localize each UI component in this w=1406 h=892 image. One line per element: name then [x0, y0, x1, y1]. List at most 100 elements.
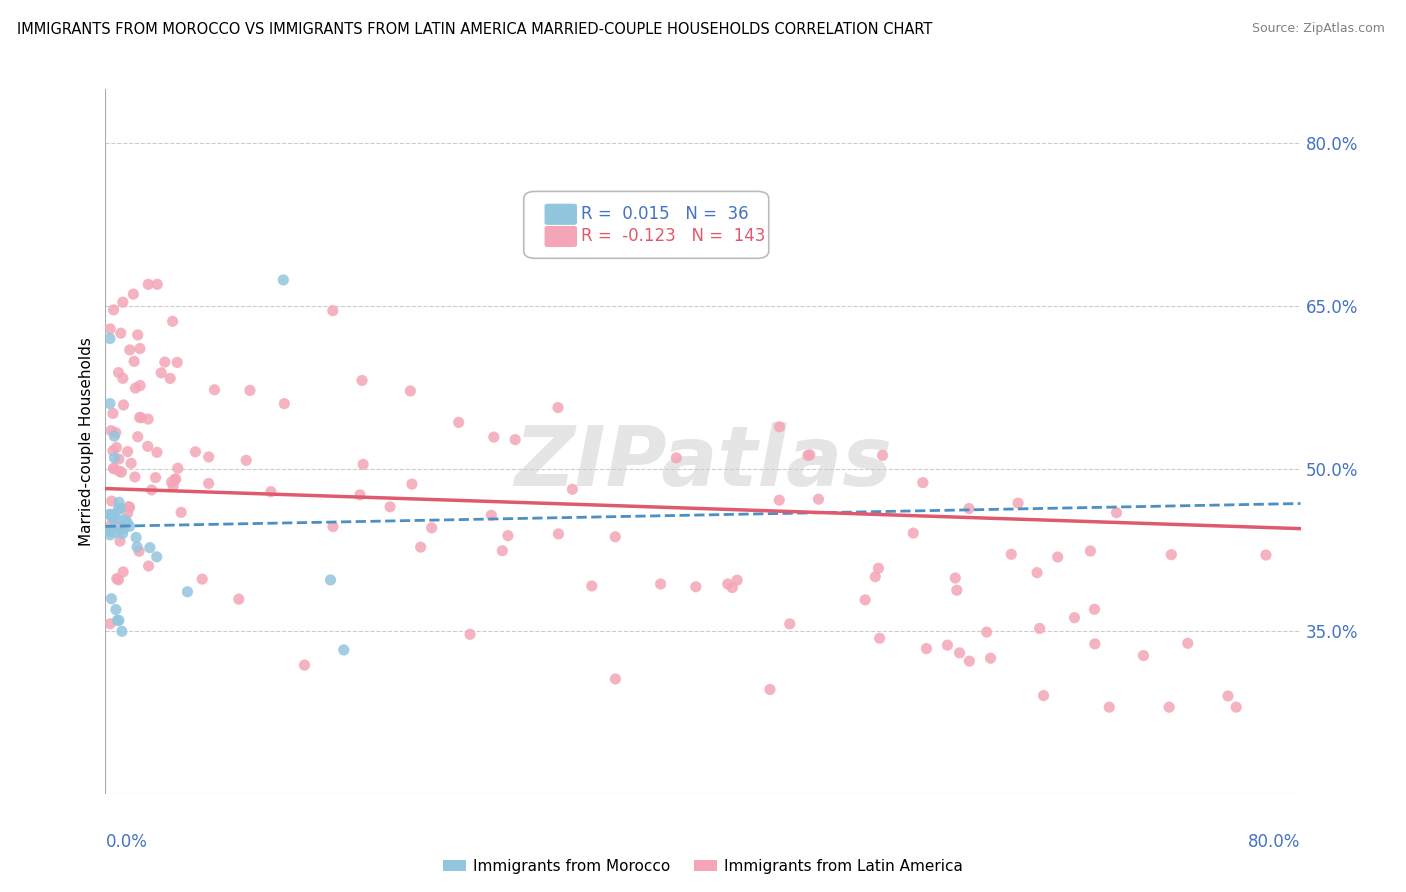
Point [103, 429, 125, 443]
Point [108, 495, 131, 509]
Point [1084, 637, 1107, 651]
Point [117, 444, 139, 458]
Point [100, 517, 122, 532]
Point [124, 381, 146, 395]
Point [294, 658, 316, 673]
Point [112, 520, 135, 534]
Point [1098, 700, 1121, 714]
Point [853, 593, 876, 607]
Point [165, 472, 187, 486]
Point [976, 625, 998, 640]
Point [399, 384, 422, 398]
Point [104, 602, 127, 616]
Point [191, 572, 214, 586]
Point [107, 573, 129, 587]
Point [409, 540, 432, 554]
Point [139, 541, 162, 555]
Point [107, 512, 129, 526]
Point [717, 577, 740, 591]
Legend: Immigrants from Morocco, Immigrants from Latin America: Immigrants from Morocco, Immigrants from… [437, 853, 969, 880]
Point [112, 522, 135, 536]
Point [98, 508, 121, 522]
Point [159, 371, 181, 385]
Point [797, 449, 820, 463]
Point [108, 452, 131, 467]
Point [100, 424, 122, 438]
Point [165, 472, 187, 486]
Point [127, 430, 149, 444]
Point [273, 397, 295, 411]
Point [768, 420, 790, 434]
Point [122, 287, 145, 301]
Point [197, 476, 219, 491]
Point [101, 511, 124, 525]
Point [665, 450, 688, 465]
Point [685, 580, 707, 594]
Point [103, 461, 125, 475]
Point [145, 470, 167, 484]
Point [228, 592, 250, 607]
Point [166, 461, 188, 475]
Point [378, 500, 401, 514]
Point [1046, 549, 1069, 564]
Point [420, 521, 443, 535]
Point [98, 396, 121, 410]
Point [1026, 566, 1049, 580]
Text: 80.0%: 80.0% [1249, 832, 1301, 851]
Point [98, 528, 121, 542]
Y-axis label: Married-couple Households: Married-couple Households [79, 337, 94, 546]
Point [105, 525, 128, 540]
Point [957, 654, 980, 668]
Point [129, 410, 152, 425]
Point [868, 561, 890, 575]
Point [458, 627, 481, 641]
Point [1132, 648, 1154, 663]
Point [101, 443, 124, 458]
Point [146, 277, 169, 292]
Point [110, 465, 132, 479]
Point [128, 410, 150, 425]
Point [136, 277, 159, 292]
Point [915, 641, 938, 656]
Point [319, 573, 342, 587]
Point [98, 322, 121, 336]
Point [957, 501, 980, 516]
Point [170, 505, 193, 519]
Point [105, 572, 128, 586]
Point [352, 374, 374, 388]
Point [869, 632, 891, 646]
Point [333, 643, 356, 657]
Point [141, 483, 163, 497]
Point [153, 355, 176, 369]
FancyBboxPatch shape [524, 192, 769, 259]
Point [146, 445, 169, 459]
Point [911, 475, 934, 490]
Point [128, 544, 150, 558]
Point [496, 529, 519, 543]
Point [104, 425, 127, 440]
Point [176, 584, 198, 599]
Point [111, 624, 134, 639]
Point [759, 682, 782, 697]
Text: ZIPatlas: ZIPatlas [515, 422, 891, 503]
FancyBboxPatch shape [546, 204, 576, 224]
Point [125, 531, 148, 545]
Point [239, 384, 262, 398]
Point [108, 614, 131, 628]
Point [547, 527, 569, 541]
FancyBboxPatch shape [546, 227, 576, 246]
Point [322, 303, 344, 318]
Point [162, 479, 184, 493]
Point [145, 549, 167, 564]
Point [948, 646, 970, 660]
Point [125, 540, 148, 554]
Point [108, 534, 131, 549]
Point [322, 519, 344, 533]
Point [114, 513, 136, 527]
Point [1007, 496, 1029, 510]
Point [1063, 610, 1085, 624]
Point [101, 522, 124, 536]
Point [943, 571, 966, 585]
Point [503, 433, 526, 447]
Point [447, 416, 470, 430]
